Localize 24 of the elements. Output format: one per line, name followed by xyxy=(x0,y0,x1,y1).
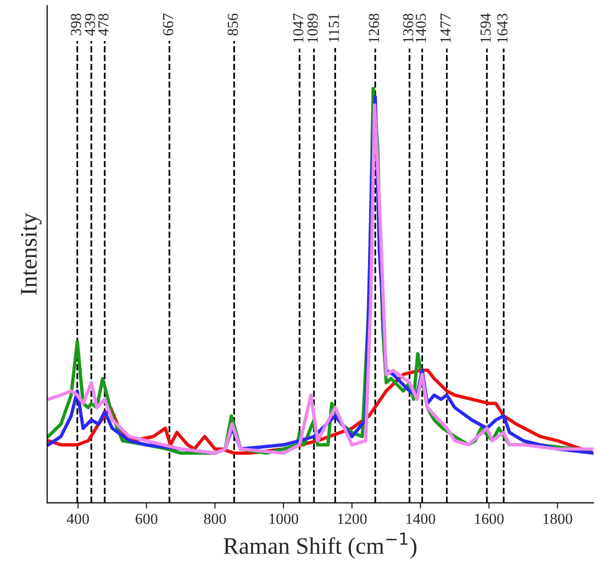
x-tick-label: 1600 xyxy=(475,514,504,524)
ref-line-label: 1268 xyxy=(368,14,380,42)
x-axis-title: Raman Shift (cm$^{−1}$) xyxy=(224,532,416,559)
ref-line-label: 398 xyxy=(70,14,82,36)
x-tick-label: 600 xyxy=(136,514,158,524)
ref-line-label: 1477 xyxy=(440,14,451,42)
y-axis-title: Intensity xyxy=(20,213,42,295)
ref-line-label: 1151 xyxy=(328,14,340,42)
x-tick-label: 800 xyxy=(204,514,226,524)
ref-line-label: 667 xyxy=(162,14,174,36)
ref-line-label: 439 xyxy=(84,14,96,36)
ref-line-label: 1047 xyxy=(293,14,304,42)
ref-line-label: 856 xyxy=(228,14,238,36)
x-tick-label: 1200 xyxy=(338,514,367,524)
x-tick-label: 1400 xyxy=(406,514,436,524)
ref-line-label: 1594 xyxy=(480,13,491,42)
x-tick-label: 400 xyxy=(66,514,89,524)
x-tick-label: 1800 xyxy=(544,514,572,524)
ref-line-label: 478 xyxy=(98,14,109,36)
ref-line-label: 1405 xyxy=(416,14,426,42)
ref-line-label: 1368 xyxy=(403,14,414,42)
x-tick-label: 1000 xyxy=(270,514,298,524)
ref-line-label: 1089 xyxy=(307,14,318,42)
ref-line-label: 1643 xyxy=(497,14,508,42)
